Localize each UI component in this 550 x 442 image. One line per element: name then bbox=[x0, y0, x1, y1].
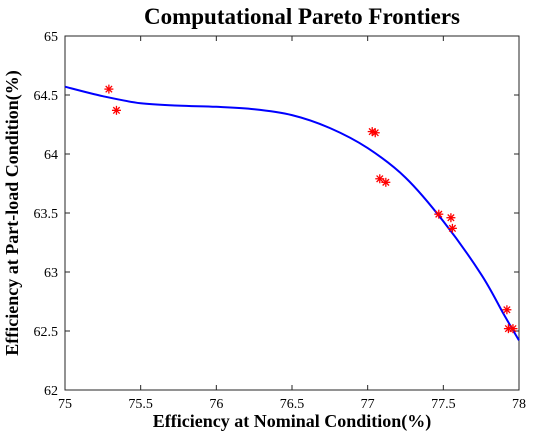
scatter-point bbox=[370, 128, 380, 138]
y-tick-label: 63 bbox=[44, 266, 58, 281]
x-axis-label: Efficiency at Nominal Condition(%) bbox=[153, 411, 432, 432]
scatter-point bbox=[375, 174, 385, 184]
asterisk-stroke bbox=[371, 129, 379, 137]
asterisk-stroke bbox=[509, 324, 517, 333]
scatter-point bbox=[381, 177, 391, 187]
x-tick-label: 77.5 bbox=[431, 397, 456, 412]
asterisk-stroke bbox=[368, 127, 376, 136]
plot-area bbox=[64, 35, 520, 391]
x-tick-label: 76 bbox=[209, 397, 223, 412]
y-tick-label: 62 bbox=[44, 384, 58, 399]
y-tick-label: 63.5 bbox=[34, 207, 59, 222]
pareto-fit-line bbox=[64, 85, 520, 341]
asterisk-stroke bbox=[435, 210, 443, 218]
y-tick-label: 64 bbox=[44, 148, 58, 163]
scatter-point bbox=[447, 223, 457, 233]
asterisk-stroke bbox=[503, 306, 511, 314]
asterisk-stroke bbox=[382, 178, 390, 186]
asterisk-stroke bbox=[112, 106, 121, 114]
scatter-point bbox=[508, 324, 518, 334]
x-axis: 75 75.5 76 76.5 77 77.5 78 bbox=[58, 36, 526, 412]
y-axis: 62 62.5 63 63.5 64 64.5 65 bbox=[34, 30, 519, 399]
y-axis-label: Efficiency at Part-load Condition(%) bbox=[2, 70, 23, 355]
y-tick-label: 62.5 bbox=[34, 325, 59, 340]
x-tick-label: 75 bbox=[58, 397, 72, 412]
scatter-point bbox=[104, 84, 114, 94]
series-layer bbox=[64, 84, 520, 341]
x-tick-label: 76.5 bbox=[280, 397, 305, 412]
y-tick-label: 65 bbox=[44, 30, 58, 45]
chart-title: Computational Pareto Frontiers bbox=[144, 4, 460, 29]
y-tick-label: 64.5 bbox=[34, 89, 59, 104]
x-tick-label: 75.5 bbox=[128, 397, 153, 412]
asterisk-stroke bbox=[376, 175, 384, 183]
asterisk-stroke bbox=[448, 224, 457, 232]
scatter-point bbox=[111, 105, 121, 115]
scatter-point bbox=[434, 209, 444, 219]
asterisk-stroke bbox=[105, 85, 113, 93]
scatter-point bbox=[502, 305, 512, 315]
asterisk-stroke bbox=[447, 214, 455, 222]
x-tick-label: 78 bbox=[512, 397, 526, 412]
scatter-point bbox=[446, 213, 456, 223]
x-tick-label: 77 bbox=[361, 397, 375, 412]
